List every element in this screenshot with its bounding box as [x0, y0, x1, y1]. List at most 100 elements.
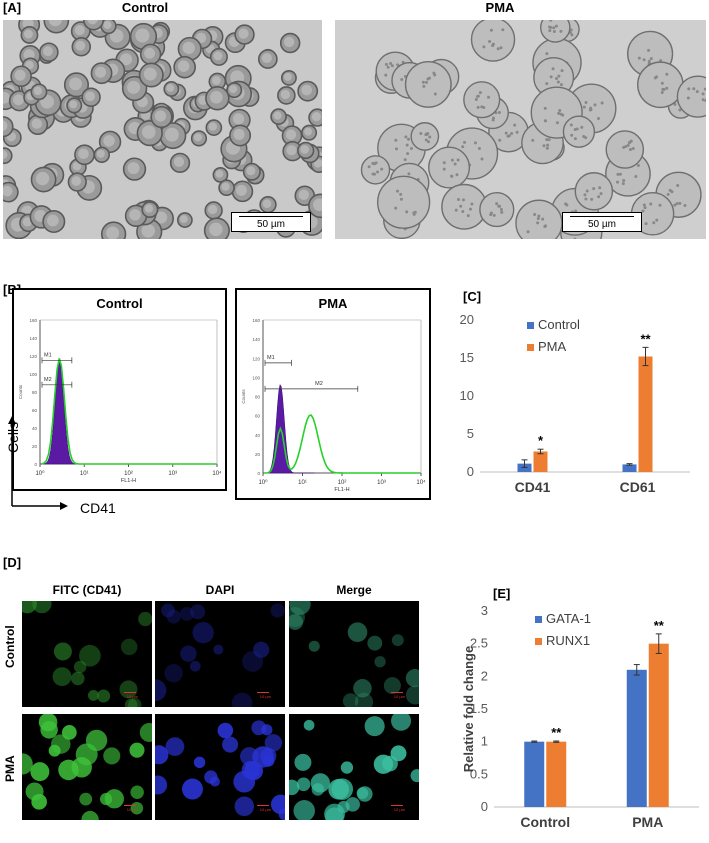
isotype-peak: [266, 383, 315, 474]
y-tick-label: 2.5: [470, 636, 488, 651]
cell: [463, 81, 501, 119]
fluorescence-image: 10 µm: [289, 601, 419, 707]
flow-y-tick: 40: [255, 433, 261, 438]
gate-label: M1: [44, 352, 52, 358]
legend-swatch: [535, 638, 542, 645]
y-tick-label: 1.5: [470, 701, 488, 716]
flow-y-tick: 100: [29, 372, 37, 377]
control-scale-bar: 50 µm: [231, 212, 311, 232]
pma-micrograph: 50 µm: [335, 20, 706, 239]
bar: [533, 451, 548, 472]
y-tick-label: 10: [460, 388, 474, 403]
y-tick-label: 20: [460, 312, 474, 327]
flow-y-tick: 40: [32, 426, 38, 431]
legend-swatch: [535, 616, 542, 623]
legend-label: PMA: [538, 339, 567, 354]
cell: [376, 175, 431, 229]
col-merge-title: Merge: [336, 583, 372, 597]
flow-y-tick: 160: [252, 318, 260, 323]
flow-control-title: Control: [96, 296, 143, 311]
fluor-scale-bar: [391, 805, 403, 806]
fluorescence-image: 10 µm: [155, 714, 285, 820]
significance-marker: *: [538, 433, 544, 448]
flow-y-tick: 0: [34, 462, 37, 467]
bar: [626, 669, 647, 807]
flow-control-histogram: 10⁰ 10¹ 10² 10³ 10⁴ FL1-H 0 20 40 60 80 100 120 140 16…: [18, 318, 222, 484]
flow-x-tick: 10⁰: [258, 479, 268, 486]
flow-x-tick: 10³: [168, 471, 177, 477]
flow-y-tick: 120: [252, 356, 260, 361]
fluorescence-image: 10 µm: [22, 714, 152, 820]
flow-x-tick: 10⁴: [416, 479, 426, 486]
flow-y-tick: 80: [32, 390, 38, 395]
panel-a-pma-title: PMA: [485, 0, 515, 15]
flow-x-tick: 10⁴: [212, 470, 222, 477]
y-axis-label: Relative fold change: [461, 646, 476, 772]
gate-label: M2: [315, 381, 323, 387]
fluor-scale-bar: [124, 692, 136, 693]
flow-counts-label: Counts: [18, 384, 23, 399]
fluor-scale-text: 10 µm: [393, 807, 405, 812]
fluor-scale-text: 10 µm: [259, 694, 271, 699]
fluor-scale-bar: [257, 692, 269, 693]
fluor-scale-bar: [391, 692, 403, 693]
cd41-curve: [41, 358, 215, 465]
flow-y-tick: 120: [29, 354, 37, 359]
cell: [428, 146, 471, 189]
panel-e-label: [E]: [493, 586, 511, 601]
flow-x-tick: 10²: [338, 480, 347, 486]
significance-marker: **: [654, 618, 665, 633]
row-pma-label: PMA: [3, 755, 17, 782]
fluor-scale-text: 10 µm: [126, 807, 138, 812]
cell: [410, 122, 440, 151]
cell: [562, 115, 596, 148]
flow-axis-arrows: [8, 416, 68, 510]
flow-y-tick: 20: [255, 452, 261, 457]
flow-y-tick: 60: [32, 408, 38, 413]
row-control-label: Control: [3, 625, 17, 668]
bar: [648, 643, 669, 807]
x-category-label: CD61: [620, 479, 656, 495]
fluor-scale-text: 10 µm: [259, 807, 271, 812]
flow-y-tick: 140: [29, 336, 37, 341]
flow-y-tick: 140: [252, 337, 260, 342]
control-scale-text: 50 µm: [257, 219, 285, 230]
pma-scale-text: 50 µm: [588, 219, 616, 230]
panel-c-label: [C]: [463, 289, 482, 304]
flow-y-tick: 160: [29, 318, 37, 323]
flow-x-tick: 10²: [124, 471, 133, 477]
control-cells-image: [3, 20, 322, 239]
flow-control-frame: Control 10⁰ 10¹ 10² 10³ 10⁴ FL1-H 0 20 40 60 80 100…: [12, 288, 227, 491]
flow-pma-histogram: 10⁰ 10¹ 10² 10³ 10⁴ FL1-H 0 20 40 60 80 100 120 140 16…: [241, 318, 426, 493]
cells-axis-label: Cells: [5, 421, 21, 453]
flow-fl1h-label: FL1-H: [334, 487, 349, 493]
cell: [637, 61, 684, 109]
flow-x-tick: 10⁰: [35, 470, 45, 477]
cell: [360, 155, 391, 185]
legend-swatch: [527, 344, 534, 351]
y-tick-label: 2: [481, 668, 488, 683]
cell: [676, 75, 706, 118]
col-fitc-title: FITC (CD41): [52, 583, 122, 597]
bar: [524, 741, 545, 807]
x-category-label: CD41: [515, 479, 551, 495]
flow-y-tick: 100: [252, 375, 260, 380]
flow-y-tick: 20: [32, 444, 38, 449]
cd41-curve: [264, 414, 419, 474]
y-tick-label: 15: [460, 350, 474, 365]
y-tick-label: 0: [481, 799, 488, 814]
flow-fl1h-label: FL1-H: [121, 478, 136, 484]
flow-pma-title: PMA: [318, 296, 348, 311]
flow-counts-label: Counts: [241, 389, 246, 404]
col-dapi-title: DAPI: [205, 583, 235, 597]
flow-y-tick: 0: [257, 471, 260, 476]
fluor-scale-bar: [257, 805, 269, 806]
legend-label: RUNX1: [546, 633, 590, 648]
pma-cells-image: [360, 20, 706, 239]
panel-e-bar-chart: 0 0.5 1 1.5 2 2.5 3 Control ** PMA ** GATA-1 RUNX1 Re…: [461, 603, 699, 830]
y-tick-label: 0: [467, 464, 474, 479]
legend-label: GATA-1: [546, 611, 591, 626]
panel-c-bar-chart: 0 5 10 15 20 CD41 * CD61 ** Control PMA: [460, 312, 690, 495]
gate-label: M2: [44, 377, 52, 383]
y-tick-label: 0.5: [470, 766, 488, 781]
